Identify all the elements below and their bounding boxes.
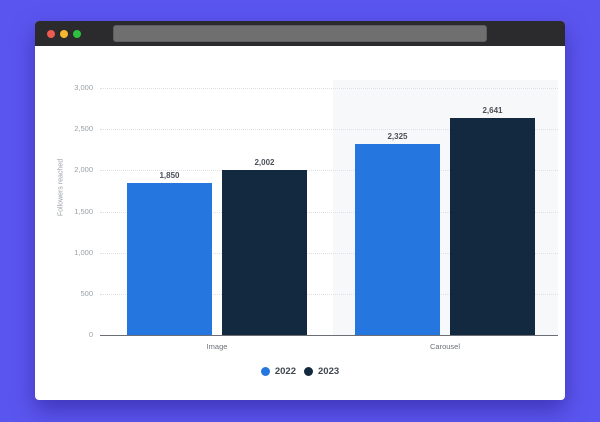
legend-label: 2022 — [274, 366, 296, 377]
legend-item-2022[interactable]: 2022 — [260, 366, 296, 377]
gridline — [100, 293, 558, 295]
bar-value-label: 1,850 — [159, 170, 180, 180]
y-tick-label: 0 — [88, 330, 93, 339]
minimize-window-button[interactable] — [60, 30, 68, 38]
y-tick-label: 1,000 — [74, 247, 93, 257]
y-tick-label: 2,000 — [74, 165, 93, 175]
bar-value-label: 2,002 — [254, 158, 275, 168]
x-axis — [100, 335, 558, 336]
legend-dot-icon — [260, 367, 270, 376]
y-tick-label: 1,500 — [74, 206, 93, 216]
bar-value-label: 2,641 — [482, 105, 503, 115]
x-tick-label: Carousel — [429, 342, 460, 351]
address-bar[interactable] — [113, 25, 487, 42]
bar-image-2022[interactable] — [127, 182, 212, 335]
bar-carousel-2022[interactable] — [355, 143, 440, 335]
gridline — [100, 170, 558, 172]
x-tick-label: Image — [206, 342, 228, 351]
bar-chart: 0 500 1,000 1,500 2,000 2,500 3,000 1,850 2,002 I… — [35, 46, 565, 400]
browser-window: 0 500 1,000 1,500 2,000 2,500 3,000 1,850 2,002 I… — [35, 21, 565, 400]
gridline — [100, 129, 558, 131]
y-tick-label: 2,500 — [74, 124, 93, 134]
legend-item-2023[interactable]: 2023 — [304, 366, 339, 377]
title-bar — [35, 21, 565, 46]
maximize-window-button[interactable] — [73, 30, 81, 38]
legend: 2022 2023 — [35, 366, 565, 377]
bar-image-2023[interactable] — [222, 170, 307, 335]
y-tick-label: 500 — [80, 288, 93, 298]
bar-carousel-2023[interactable] — [450, 117, 535, 335]
gridline — [100, 211, 558, 213]
gridline — [100, 252, 558, 254]
legend-dot-icon — [304, 367, 313, 376]
bar-value-label: 2,325 — [387, 131, 408, 141]
legend-label: 2023 — [318, 366, 340, 377]
y-tick-label: 3,000 — [74, 83, 93, 92]
y-axis-label: Followers reached — [57, 158, 65, 217]
gridline — [100, 88, 558, 89]
close-window-button[interactable] — [47, 30, 55, 38]
